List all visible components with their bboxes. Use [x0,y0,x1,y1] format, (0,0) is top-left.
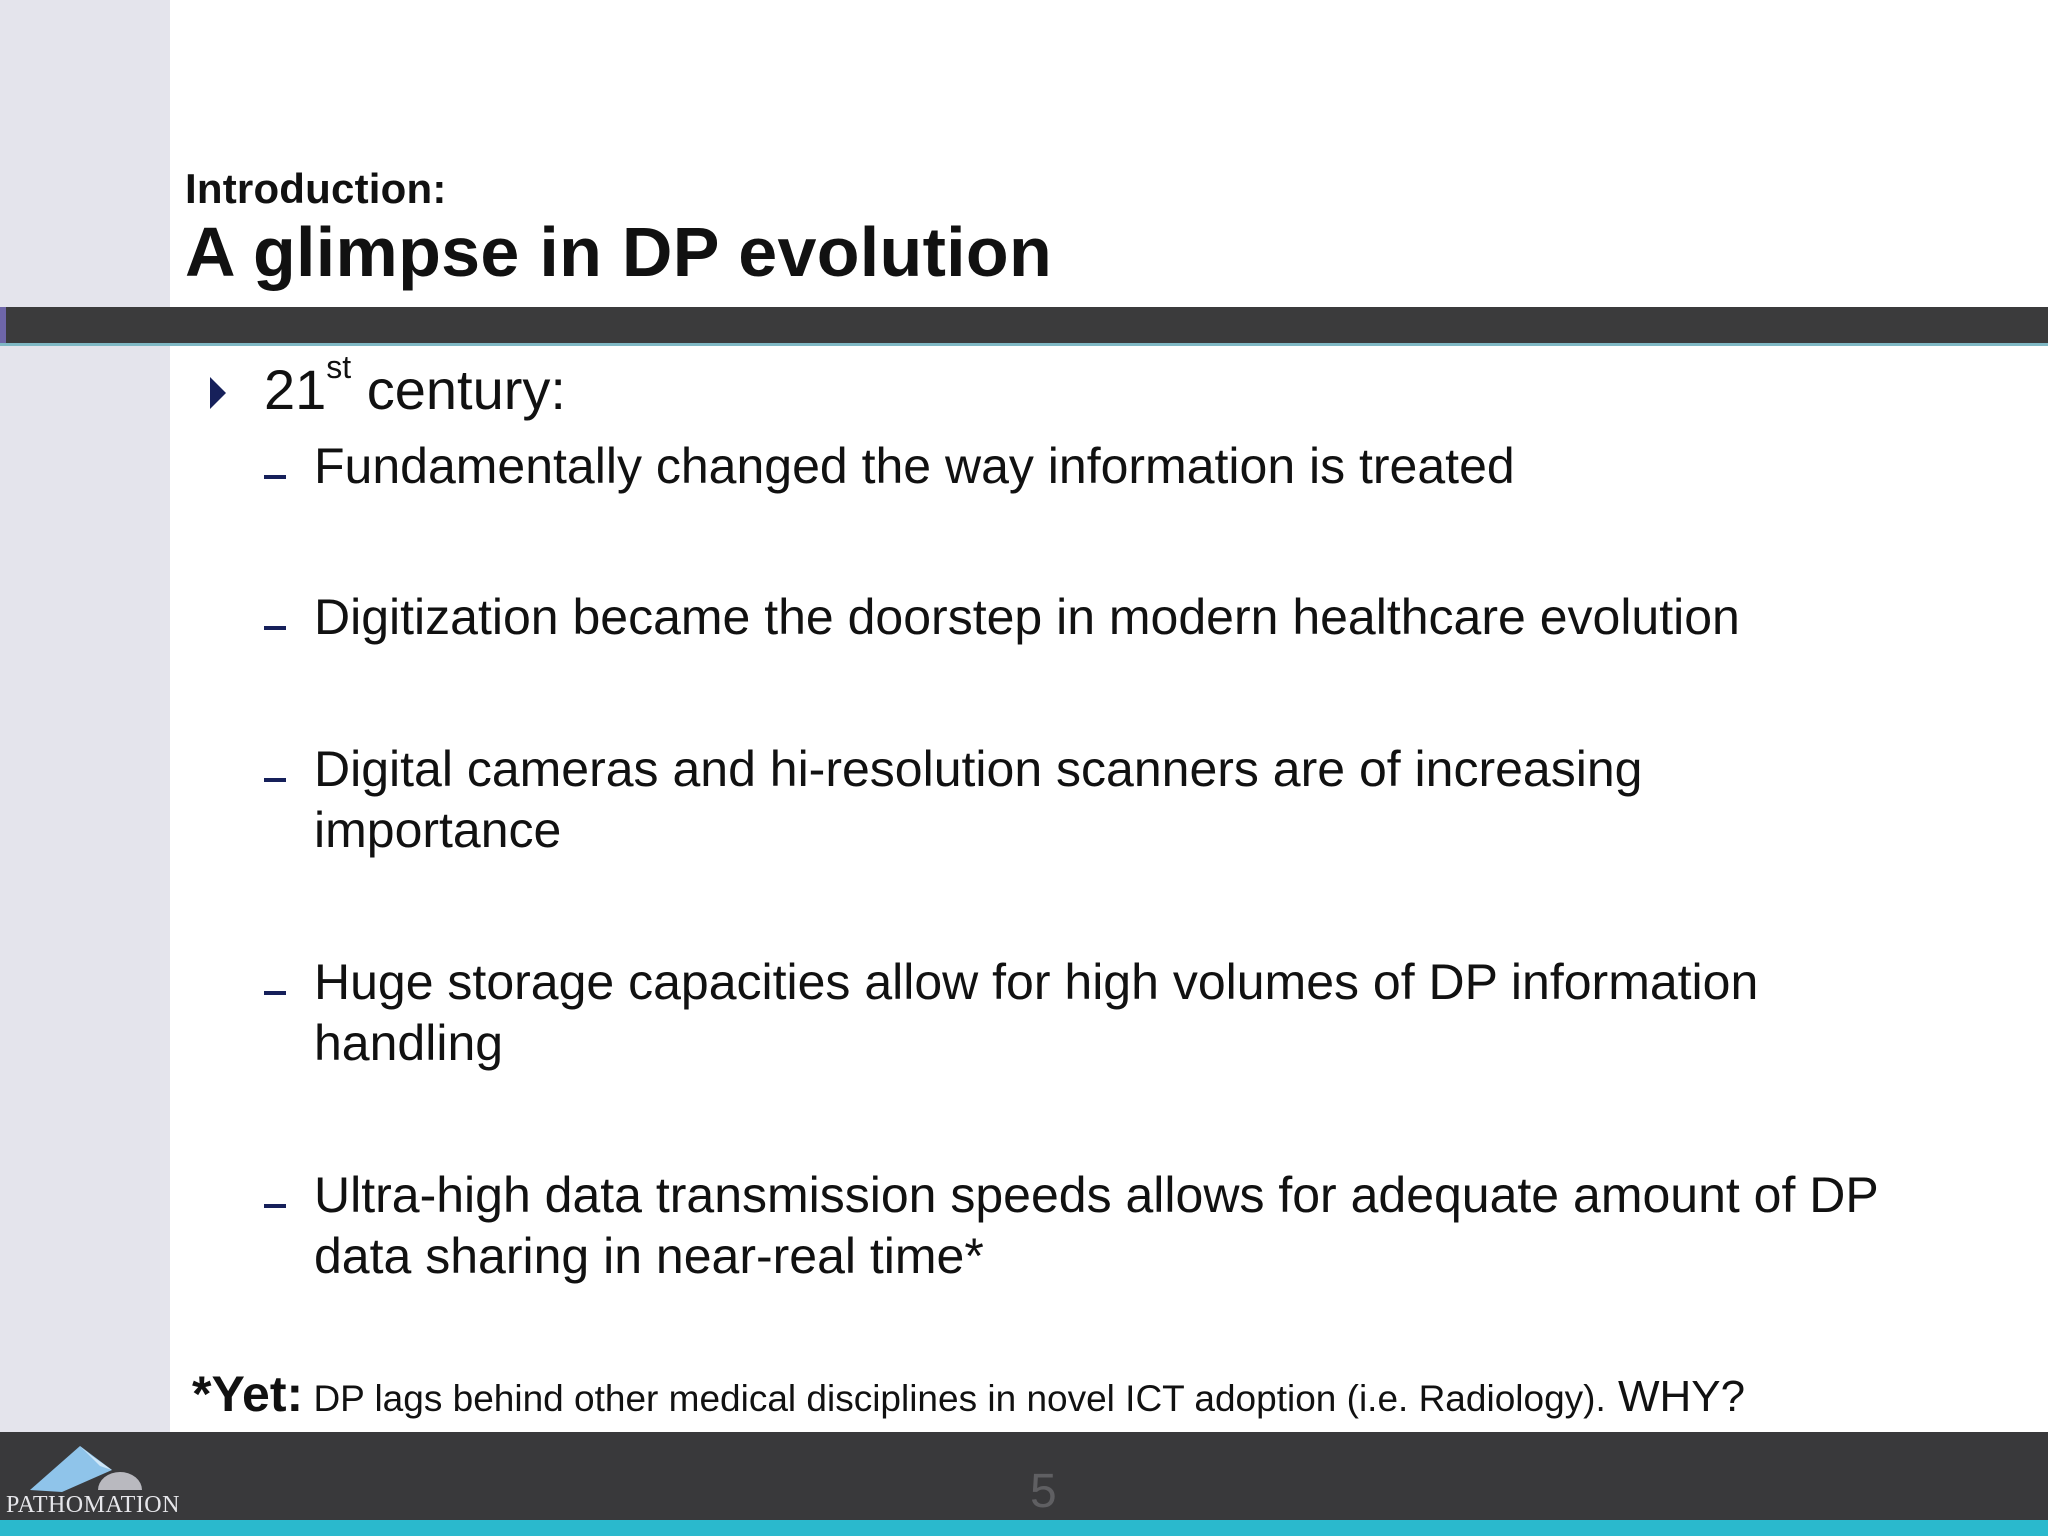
header-area [170,0,2048,307]
subpoint-2: Digitization became the doorstep in mode… [314,589,1740,645]
dash-bullet-icon [264,991,286,995]
bullet-century-superscript: st [326,349,352,385]
header-divider-bar [0,307,2048,343]
footnote-body: DP lags behind other medical disciplines… [303,1378,1606,1419]
dash-bullet-icon [264,1204,286,1208]
dash-bullet-icon [264,778,286,782]
arrow-bullet-icon [210,377,226,409]
footer-bar [0,1432,2048,1520]
subpoint-5: Ultra-high data transmission speeds allo… [314,1167,1878,1284]
left-side-band [0,0,170,1432]
bullet-century-number: 21 [264,358,327,421]
footnote-tail: WHY? [1605,1372,1746,1421]
bullet-century-suffix: century: [351,358,566,421]
page-number: 5 [1030,1465,1057,1518]
dash-bullet-icon [264,475,286,479]
subpoint-4: Huge storage capacities allow for high v… [314,954,1759,1071]
slide-title: A glimpse in DP evolution [185,213,1053,291]
slide-subtitle: Introduction: [185,165,447,212]
logo-text: PATHOMATION [6,1492,180,1518]
subpoint-1: Fundamentally changed the way informatio… [314,438,1515,494]
dash-bullet-icon [264,626,286,630]
pathomation-logo-icon [30,1446,142,1492]
slide-content-area [170,346,2048,1432]
footer-accent-line [0,1520,2048,1536]
bullet-century: 21st century: [264,351,566,423]
header-bar-line [0,343,2048,346]
subpoint-3: Digital cameras and hi-resolution scanne… [314,741,1643,858]
header-bar-accent [0,307,6,343]
footnote: *Yet: DP lags behind other medical disci… [192,1365,1745,1423]
footnote-lead: *Yet: [192,1366,304,1422]
